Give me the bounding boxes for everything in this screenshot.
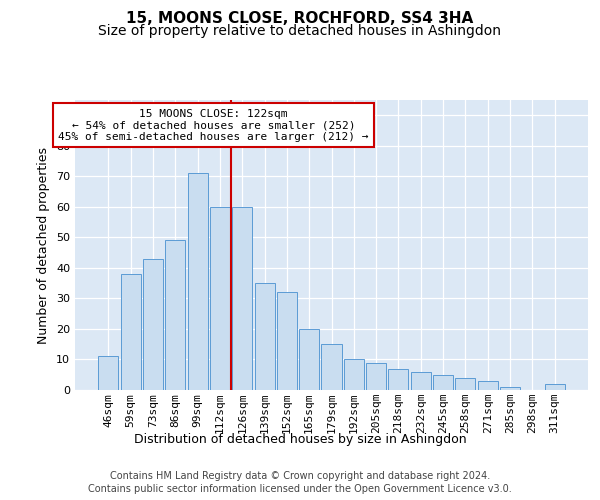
Bar (210, 207, 230, 390)
Bar (143, 258, 163, 390)
Text: 15, MOONS CLOSE, ROCHFORD, SS4 3HA: 15, MOONS CLOSE, ROCHFORD, SS4 3HA (127, 11, 473, 26)
Text: Size of property relative to detached houses in Ashingdon: Size of property relative to detached ho… (98, 24, 502, 38)
Bar (98, 356, 118, 390)
Bar (165, 240, 185, 390)
Bar (366, 362, 386, 390)
Bar (433, 374, 453, 390)
Bar (322, 344, 341, 390)
Text: Contains HM Land Registry data © Crown copyright and database right 2024.: Contains HM Land Registry data © Crown c… (110, 471, 490, 481)
Bar (232, 207, 252, 390)
Bar (299, 329, 319, 390)
Bar (545, 384, 565, 390)
Bar (500, 387, 520, 390)
Bar (121, 274, 141, 390)
Text: Distribution of detached houses by size in Ashingdon: Distribution of detached houses by size … (134, 432, 466, 446)
Bar (254, 283, 275, 390)
Bar (388, 368, 409, 390)
Bar (344, 360, 364, 390)
Text: 15 MOONS CLOSE: 122sqm
← 54% of detached houses are smaller (252)
45% of semi-de: 15 MOONS CLOSE: 122sqm ← 54% of detached… (58, 108, 369, 142)
Bar (277, 292, 297, 390)
Text: Contains public sector information licensed under the Open Government Licence v3: Contains public sector information licen… (88, 484, 512, 494)
Bar (188, 174, 208, 390)
Bar (478, 381, 498, 390)
Bar (411, 372, 431, 390)
Y-axis label: Number of detached properties: Number of detached properties (37, 146, 50, 344)
Bar (455, 378, 475, 390)
